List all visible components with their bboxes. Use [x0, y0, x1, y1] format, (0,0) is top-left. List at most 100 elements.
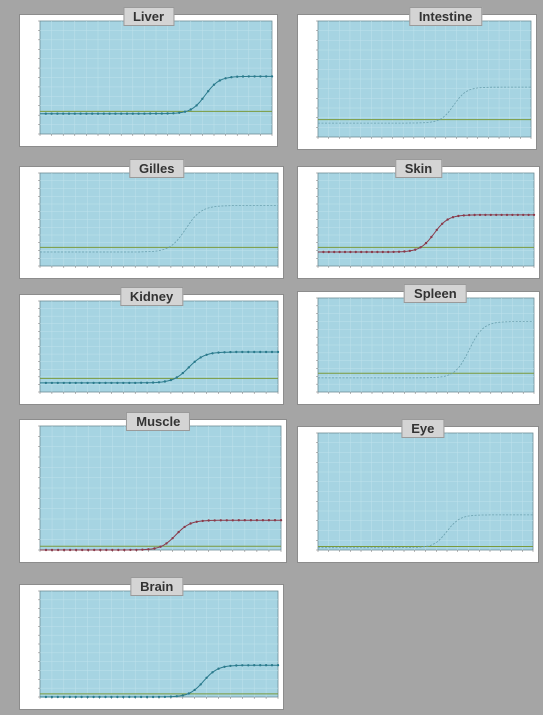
- cycle-point: [212, 83, 216, 86]
- amplification-plot: [38, 172, 279, 268]
- cycle-point: [253, 664, 256, 667]
- panel-title: Muscle: [126, 412, 191, 431]
- cycle-point: [264, 664, 268, 667]
- cycle-point: [516, 213, 519, 217]
- cycle-point: [276, 664, 280, 667]
- cycle-point: [403, 250, 406, 253]
- cycle-point: [430, 235, 433, 239]
- cycle-point: [166, 112, 169, 115]
- cycle-point: [99, 548, 102, 552]
- cycle-point: [56, 695, 59, 699]
- cycle-point: [134, 381, 137, 385]
- panel-title: Liver: [122, 7, 175, 26]
- cycle-point: [193, 360, 196, 363]
- amplification-plot: [38, 590, 280, 699]
- cycle-point: [495, 213, 498, 217]
- cycle-point: [451, 216, 455, 219]
- cycle-point: [79, 112, 82, 115]
- cycle-point: [229, 664, 232, 668]
- cycle-point: [392, 250, 395, 254]
- chart-panel-3: Skin: [298, 159, 539, 278]
- cycle-point: [178, 111, 181, 115]
- cycle-point: [199, 356, 202, 359]
- cycle-point: [231, 519, 234, 522]
- cycle-point: [205, 353, 208, 356]
- cycle-point: [327, 250, 330, 254]
- cycle-point: [108, 112, 111, 115]
- cycle-point: [62, 112, 65, 115]
- cycle-point: [235, 350, 238, 354]
- amplification-plot: [316, 172, 536, 268]
- cycle-point: [468, 213, 471, 217]
- cycle-point: [169, 378, 173, 382]
- cycle-point: [67, 112, 71, 115]
- cycle-point: [322, 250, 325, 254]
- cycle-point: [62, 381, 65, 385]
- amplification-curve: [318, 321, 534, 379]
- cycle-point: [157, 695, 161, 699]
- cycle-point: [247, 350, 250, 354]
- cycle-point: [236, 75, 239, 78]
- amplification-plot: [38, 300, 280, 394]
- chart-panel-8: Brain: [20, 577, 283, 709]
- cycle-point: [73, 112, 76, 115]
- cycle-point: [86, 381, 89, 385]
- tick-marks: [38, 300, 279, 394]
- cycle-point: [223, 665, 226, 668]
- cycle-point: [505, 213, 509, 217]
- cycle-point: [44, 112, 47, 115]
- cycle-point: [50, 112, 53, 115]
- cycle-point: [91, 112, 94, 115]
- chart-panel-2: Gilles: [20, 159, 283, 278]
- cycle-point: [253, 350, 256, 354]
- cycle-point: [511, 213, 514, 217]
- cycle-point: [224, 77, 227, 80]
- cycle-point: [365, 250, 368, 254]
- cycle-point: [270, 75, 274, 78]
- cycle-point: [354, 250, 357, 254]
- cycle-point: [163, 695, 167, 699]
- cycle-point: [181, 694, 184, 697]
- curve-markers: [44, 519, 283, 552]
- cycle-point: [270, 664, 274, 667]
- cycle-point: [102, 112, 106, 115]
- cycle-point: [223, 351, 226, 354]
- cycle-point: [56, 112, 59, 115]
- cycle-point: [169, 695, 173, 698]
- cycle-point: [527, 213, 530, 217]
- panel-title: Spleen: [404, 284, 467, 303]
- panel-title: Brain: [130, 577, 184, 596]
- curve-markers: [44, 664, 280, 699]
- gridlines: [318, 173, 534, 266]
- cycle-point: [387, 250, 390, 254]
- cycle-point: [160, 112, 163, 115]
- cycle-point: [264, 350, 268, 354]
- cycle-point: [114, 112, 117, 115]
- cycle-point: [92, 695, 95, 699]
- cycle-point: [92, 381, 95, 385]
- cycle-point: [205, 676, 208, 679]
- cycle-point: [500, 213, 503, 217]
- chart-panel-7: Eye: [298, 419, 538, 562]
- cycle-point: [129, 548, 132, 552]
- cycle-point: [68, 381, 71, 385]
- cycle-point: [207, 90, 210, 93]
- cycle-point: [360, 250, 363, 254]
- cycle-point: [86, 695, 89, 699]
- cycle-point: [163, 380, 167, 383]
- cycle-point: [81, 548, 84, 552]
- cycle-point: [279, 519, 283, 522]
- chart-panel-6: Muscle: [20, 412, 286, 562]
- cycle-point: [139, 381, 143, 384]
- cycle-point: [247, 664, 250, 667]
- curve-markers: [44, 75, 274, 115]
- cycle-point: [419, 246, 422, 249]
- cycle-point: [96, 112, 100, 115]
- cycle-point: [237, 519, 240, 522]
- cycle-point: [116, 381, 119, 385]
- panel-title: Eye: [401, 419, 445, 438]
- cycle-point: [424, 241, 428, 245]
- cycle-point: [74, 381, 77, 385]
- cycle-point: [183, 525, 186, 529]
- cycle-point: [171, 537, 174, 540]
